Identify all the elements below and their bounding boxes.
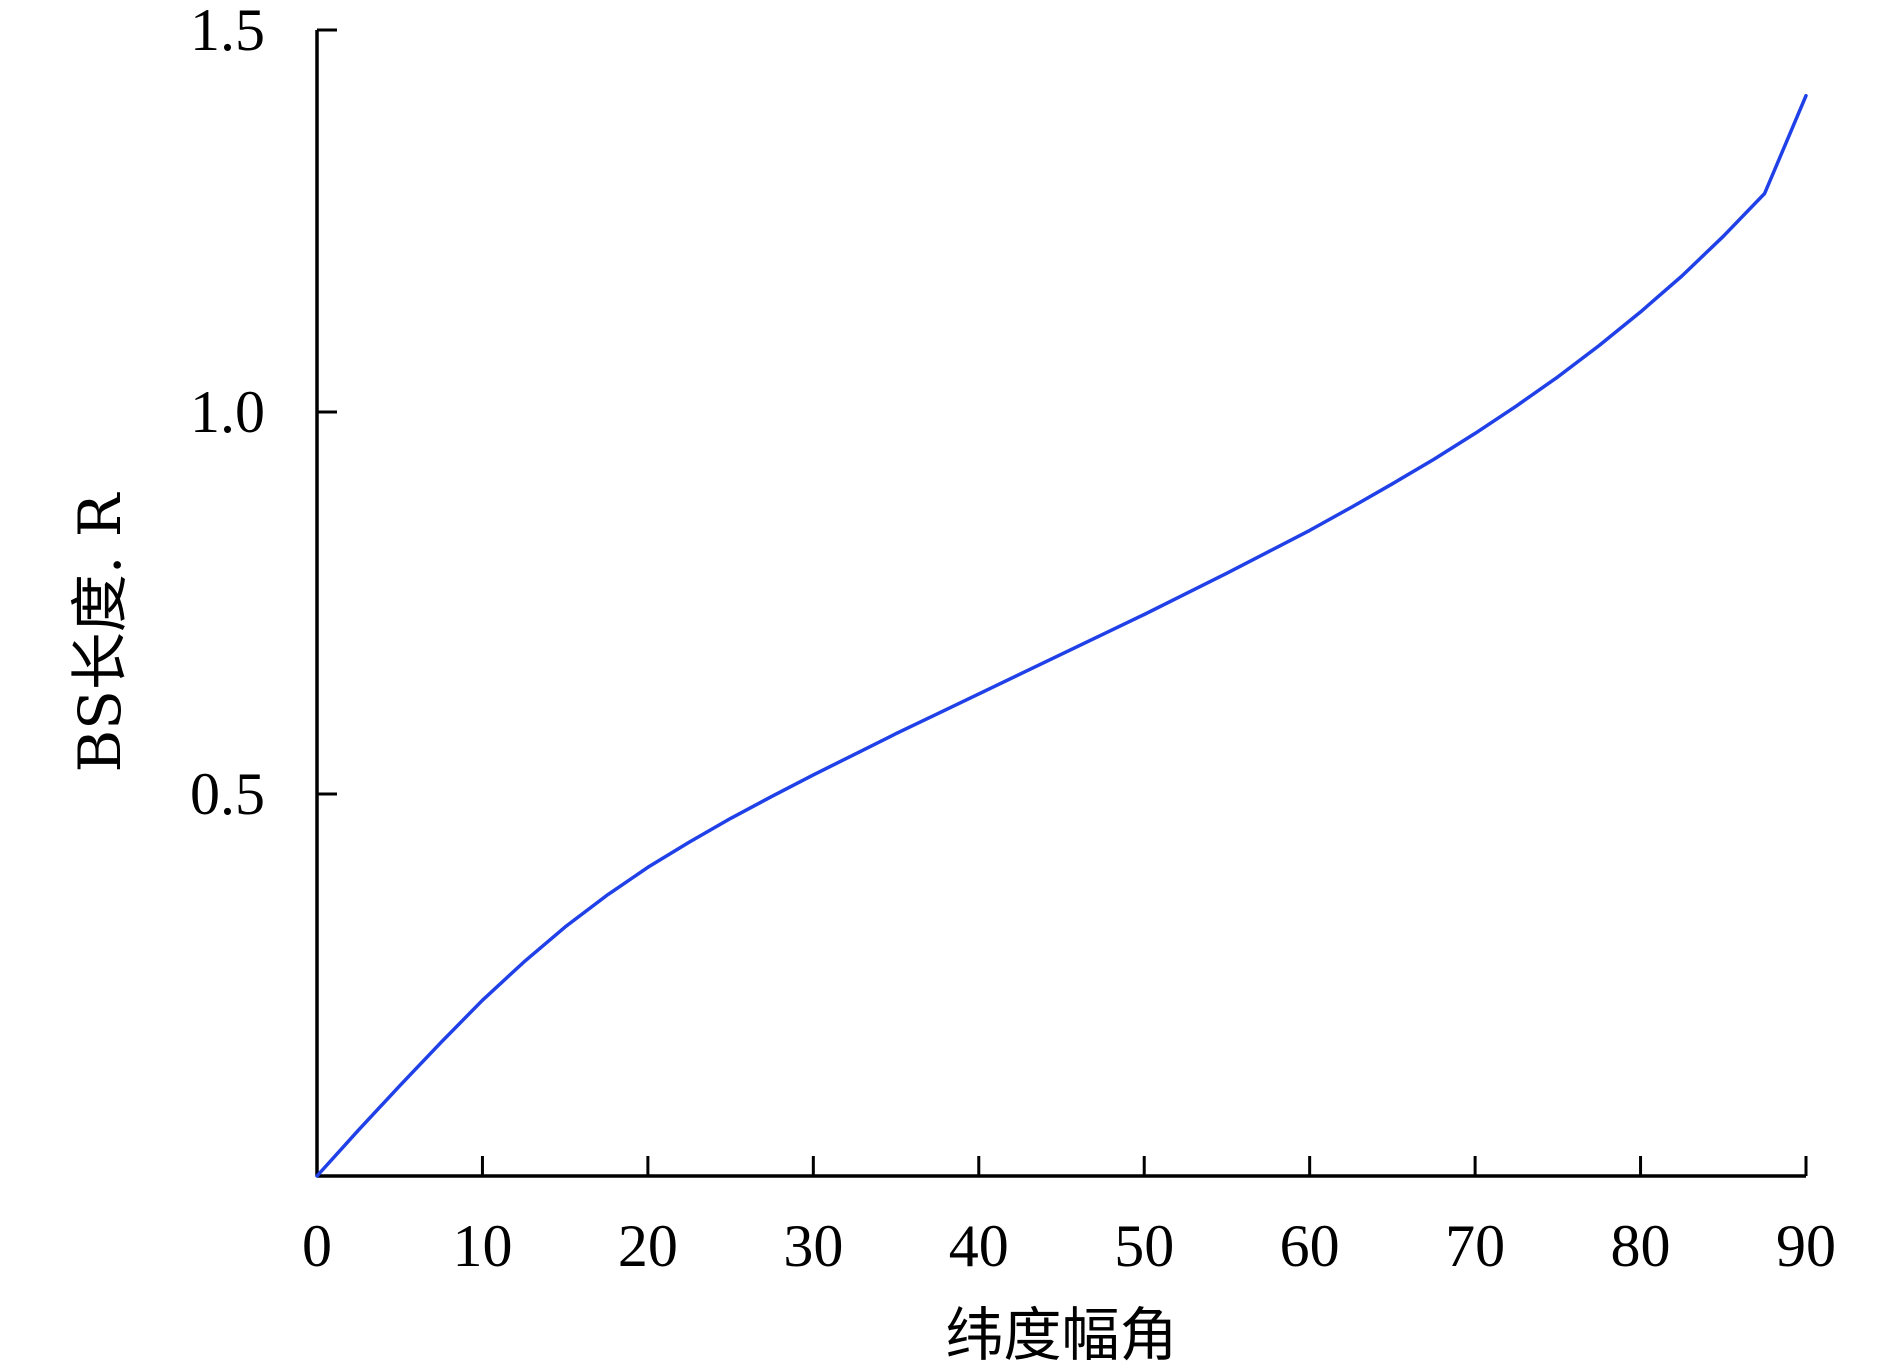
y-tick-label: 1.5 [190, 0, 265, 63]
x-tick-label: 80 [1611, 1213, 1671, 1279]
series-line [315, 93, 1808, 1178]
series-layer [315, 93, 1808, 1178]
y-tick-label: 0.5 [190, 761, 265, 827]
x-tick-label: 50 [1114, 1213, 1174, 1279]
x-tick-label: 60 [1280, 1213, 1340, 1279]
y-ticks: 0.5 1.0 1.5 [190, 0, 337, 827]
x-tick-label: 70 [1445, 1213, 1505, 1279]
x-tick-label: 10 [452, 1213, 512, 1279]
y-axis-title: BS长度. R [66, 491, 134, 772]
x-tick-label: 20 [618, 1213, 678, 1279]
x-axis-title: 纬度幅角 [945, 1301, 1177, 1369]
x-ticks: 0 10 20 30 40 50 60 70 80 90 [302, 1156, 1836, 1279]
x-tick-label: 40 [949, 1213, 1009, 1279]
x-tick-label: 0 [302, 1213, 332, 1279]
x-tick-label: 90 [1776, 1213, 1836, 1279]
y-tick-label: 1.0 [190, 379, 265, 445]
axes [315, 30, 1806, 1178]
x-tick-label: 30 [783, 1213, 843, 1279]
